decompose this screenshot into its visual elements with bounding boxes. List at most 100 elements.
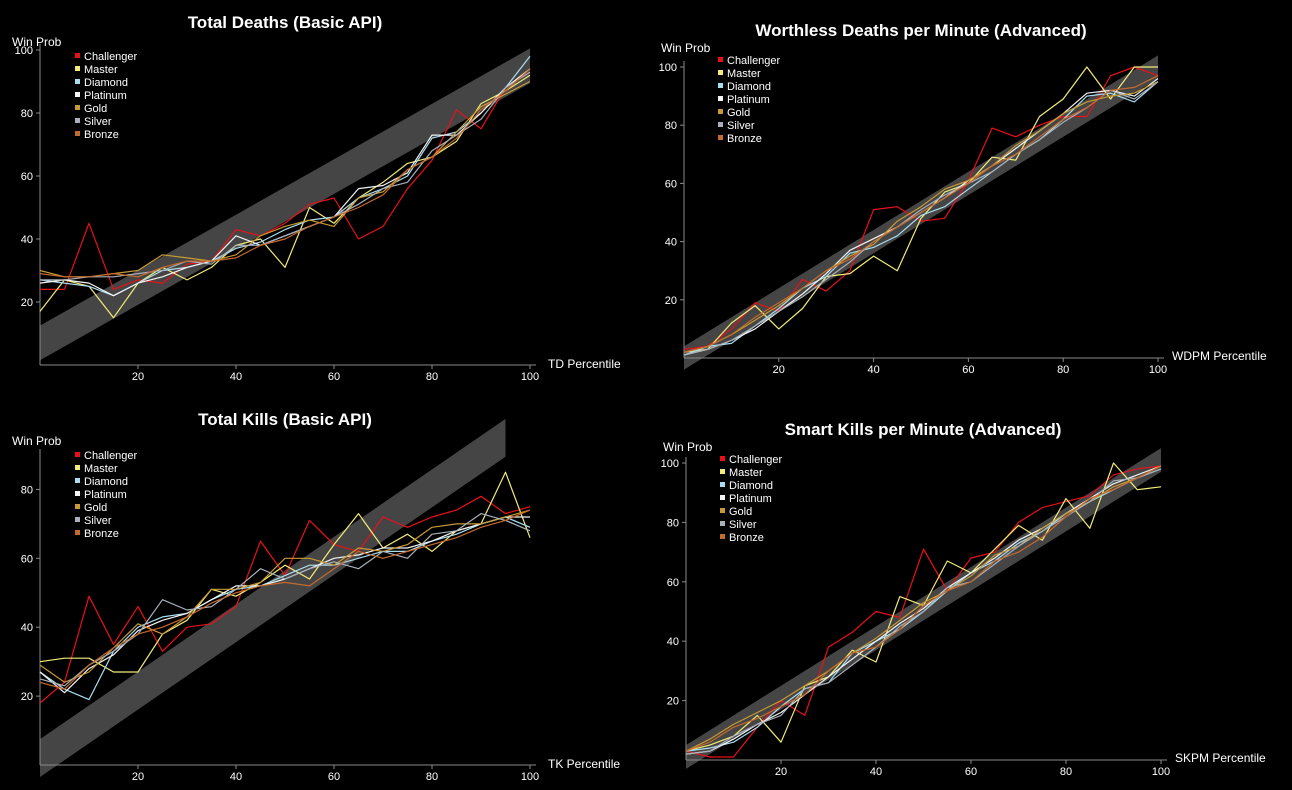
chart-worthless-deaths: 20 40 60 80 100 20 40 60 80 100 Worthless Deaths p… xyxy=(659,21,1267,376)
legend-swatch-diamond xyxy=(75,478,80,483)
legend-label-platinum: Platinum xyxy=(729,493,772,505)
legend-label-bronze: Bronze xyxy=(729,532,764,544)
legend-swatch-challenger xyxy=(720,456,725,461)
series-line-challenger xyxy=(685,465,1162,758)
x-tick-label: 60 xyxy=(962,364,974,376)
x-tick-label: 80 xyxy=(426,771,438,783)
legend-swatch-gold xyxy=(718,109,723,114)
legend-label-challenger: Challenger xyxy=(84,450,138,462)
legend-label-challenger: Challenger xyxy=(727,55,781,67)
legend-swatch-bronze xyxy=(75,530,80,535)
y-tick-label: 60 xyxy=(665,178,677,190)
y-tick-label: 60 xyxy=(21,171,33,183)
legend-label-gold: Gold xyxy=(84,502,107,514)
legend-swatch-master xyxy=(720,469,725,474)
y-axis-label: Win Prob xyxy=(663,440,713,454)
x-tick-label: 80 xyxy=(426,371,438,383)
legend-swatch-challenger xyxy=(718,57,723,62)
legend-label-silver: Silver xyxy=(84,515,112,527)
x-tick-label: 40 xyxy=(870,766,882,778)
series-line-gold xyxy=(683,81,1159,353)
x-tick-label: 60 xyxy=(965,766,977,778)
legend-label-silver: Silver xyxy=(727,120,755,132)
series-line-gold xyxy=(39,509,531,683)
legend-swatch-platinum xyxy=(718,96,723,101)
legend-swatch-gold xyxy=(75,105,80,110)
legend-swatch-diamond xyxy=(720,482,725,487)
legend-swatch-master xyxy=(75,66,80,71)
legend-label-master: Master xyxy=(729,467,763,479)
y-tick-label: 80 xyxy=(667,517,679,529)
series-line-bronze xyxy=(683,75,1159,353)
y-tick-label: 40 xyxy=(667,636,679,648)
legend: ChallengerMasterDiamondPlatinumGoldSilve… xyxy=(75,51,138,141)
y-tick-label: 60 xyxy=(667,577,679,589)
series-line-bronze xyxy=(39,509,531,690)
chart-title: Smart Kills per Minute (Advanced) xyxy=(785,420,1062,439)
series-line-silver xyxy=(39,513,531,687)
y-tick-label: 40 xyxy=(665,237,677,249)
legend-label-gold: Gold xyxy=(727,107,750,119)
legend-swatch-diamond xyxy=(75,79,80,84)
chart-total-kills: 20 40 60 80 100 20 40 60 80 Total Kills (Basic AP… xyxy=(12,410,620,783)
legend: ChallengerMasterDiamondPlatinumGoldSilve… xyxy=(718,55,781,145)
legend: ChallengerMasterDiamondPlatinumGoldSilve… xyxy=(720,454,783,544)
x-tick-label: 40 xyxy=(230,771,242,783)
y-tick-label: 100 xyxy=(661,458,679,470)
legend-swatch-challenger xyxy=(75,53,80,58)
x-tick-label: 40 xyxy=(867,364,879,376)
y-axis-label: Win Prob xyxy=(661,41,711,55)
series-line-diamond xyxy=(683,81,1159,356)
legend-swatch-silver xyxy=(75,118,80,123)
y-tick-label: 100 xyxy=(15,45,33,57)
legend-label-bronze: Bronze xyxy=(84,129,119,141)
y-tick-label: 80 xyxy=(21,108,33,120)
x-axis-label: TD Percentile xyxy=(548,357,621,371)
legend-label-gold: Gold xyxy=(84,103,107,115)
chart-title: Total Kills (Basic API) xyxy=(198,410,372,429)
y-tick-label: 20 xyxy=(665,295,677,307)
x-tick-label: 60 xyxy=(328,771,340,783)
x-tick-label: 40 xyxy=(230,371,242,383)
x-tick-label: 20 xyxy=(132,371,144,383)
legend-swatch-challenger xyxy=(75,452,80,457)
legend-label-silver: Silver xyxy=(84,116,112,128)
legend-swatch-bronze xyxy=(720,534,725,539)
x-tick-label: 20 xyxy=(132,771,144,783)
series-line-challenger xyxy=(40,71,531,290)
x-tick-label: 100 xyxy=(521,371,539,383)
legend-label-diamond: Diamond xyxy=(84,77,128,89)
chart-title: Total Deaths (Basic API) xyxy=(188,13,383,32)
y-tick-label: 80 xyxy=(665,120,677,132)
legend-swatch-platinum xyxy=(75,92,80,97)
legend-label-master: Master xyxy=(727,68,761,80)
legend-label-challenger: Challenger xyxy=(729,454,783,466)
series-line-silver xyxy=(683,81,1159,356)
y-tick-label: 100 xyxy=(659,62,677,74)
legend: ChallengerMasterDiamondPlatinumGoldSilve… xyxy=(75,450,138,540)
series-line-bronze xyxy=(685,465,1162,752)
legend-label-bronze: Bronze xyxy=(727,133,762,145)
y-axis-label: Win Prob xyxy=(12,434,62,448)
series-line-bronze xyxy=(39,68,531,278)
legend-label-platinum: Platinum xyxy=(84,489,127,501)
legend-label-gold: Gold xyxy=(729,506,752,518)
legend-label-diamond: Diamond xyxy=(729,480,773,492)
x-tick-label: 80 xyxy=(1057,364,1069,376)
legend-label-master: Master xyxy=(84,64,118,76)
y-axis-label: Win Prob xyxy=(12,35,62,49)
x-tick-label: 100 xyxy=(521,771,539,783)
y-tick-label: 80 xyxy=(21,484,33,496)
y-tick-label: 40 xyxy=(21,234,33,246)
legend-label-challenger: Challenger xyxy=(84,51,138,63)
x-axis-label: WDPM Percentile xyxy=(1172,349,1267,363)
y-tick-label: 20 xyxy=(21,297,33,309)
legend-swatch-master xyxy=(75,465,80,470)
legend-swatch-platinum xyxy=(720,495,725,500)
chart-total-deaths: 20 40 60 80 100 20 40 60 80 100 Total Deaths (Basi… xyxy=(12,13,621,383)
x-tick-label: 20 xyxy=(775,766,787,778)
chart-title: Worthless Deaths per Minute (Advanced) xyxy=(755,21,1086,40)
legend-label-platinum: Platinum xyxy=(727,94,770,106)
series-line-challenger xyxy=(683,66,1159,350)
